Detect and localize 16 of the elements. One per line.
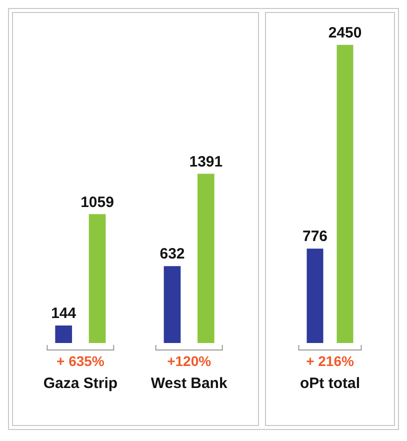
x-tick-label: West Bank bbox=[150, 375, 228, 392]
text: +120% bbox=[167, 352, 212, 369]
bar bbox=[164, 266, 181, 343]
bar bbox=[55, 325, 72, 343]
data-label: 1391 bbox=[189, 153, 223, 170]
text: + 635% bbox=[56, 352, 105, 369]
data-label: 144 bbox=[51, 305, 77, 322]
data-label: 632 bbox=[160, 246, 185, 263]
bar bbox=[197, 174, 214, 343]
bar bbox=[88, 214, 106, 343]
text: + 216% bbox=[306, 352, 354, 369]
x-tick-label: oPt total bbox=[300, 375, 360, 392]
x-tick-label: Gaza Strip bbox=[43, 375, 118, 392]
data-label: 776 bbox=[302, 228, 328, 246]
data-label: 1059 bbox=[80, 194, 114, 211]
data-label: 2450 bbox=[328, 24, 362, 42]
